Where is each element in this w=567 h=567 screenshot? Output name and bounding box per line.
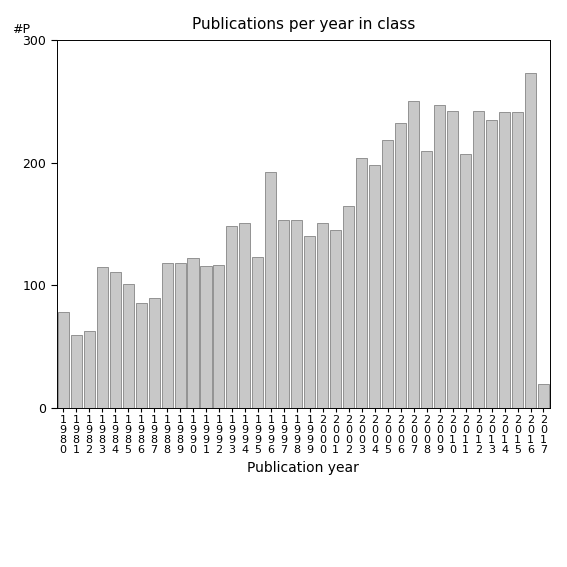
Title: Publications per year in class: Publications per year in class <box>192 16 415 32</box>
Bar <box>538 384 549 408</box>
Bar <box>382 141 393 408</box>
Bar <box>356 158 367 408</box>
Bar <box>265 172 276 408</box>
Bar <box>369 165 380 408</box>
Bar <box>162 263 172 408</box>
Bar <box>395 123 406 408</box>
Bar <box>175 263 185 408</box>
Bar <box>149 298 159 408</box>
Bar <box>201 266 211 408</box>
Bar <box>512 112 523 408</box>
Bar <box>122 284 134 408</box>
Bar <box>291 220 302 408</box>
Text: #P: #P <box>12 23 30 36</box>
Bar <box>226 226 238 408</box>
Bar <box>434 105 445 408</box>
Bar <box>239 223 251 408</box>
Bar <box>331 230 341 408</box>
Bar <box>304 236 315 408</box>
Bar <box>525 73 536 408</box>
Bar <box>213 264 225 408</box>
Bar <box>58 312 69 408</box>
Bar <box>278 220 289 408</box>
Bar <box>109 272 121 408</box>
Bar <box>252 257 264 408</box>
Bar <box>499 112 510 408</box>
Bar <box>96 267 108 408</box>
Bar <box>486 120 497 408</box>
Bar <box>71 335 82 408</box>
X-axis label: Publication year: Publication year <box>247 461 359 475</box>
Bar <box>343 205 354 408</box>
Bar <box>188 259 198 408</box>
Bar <box>421 151 432 408</box>
Bar <box>447 111 458 408</box>
Bar <box>408 101 419 408</box>
Bar <box>84 331 95 408</box>
Bar <box>460 154 471 408</box>
Bar <box>473 111 484 408</box>
Bar <box>318 223 328 408</box>
Bar <box>136 303 147 408</box>
